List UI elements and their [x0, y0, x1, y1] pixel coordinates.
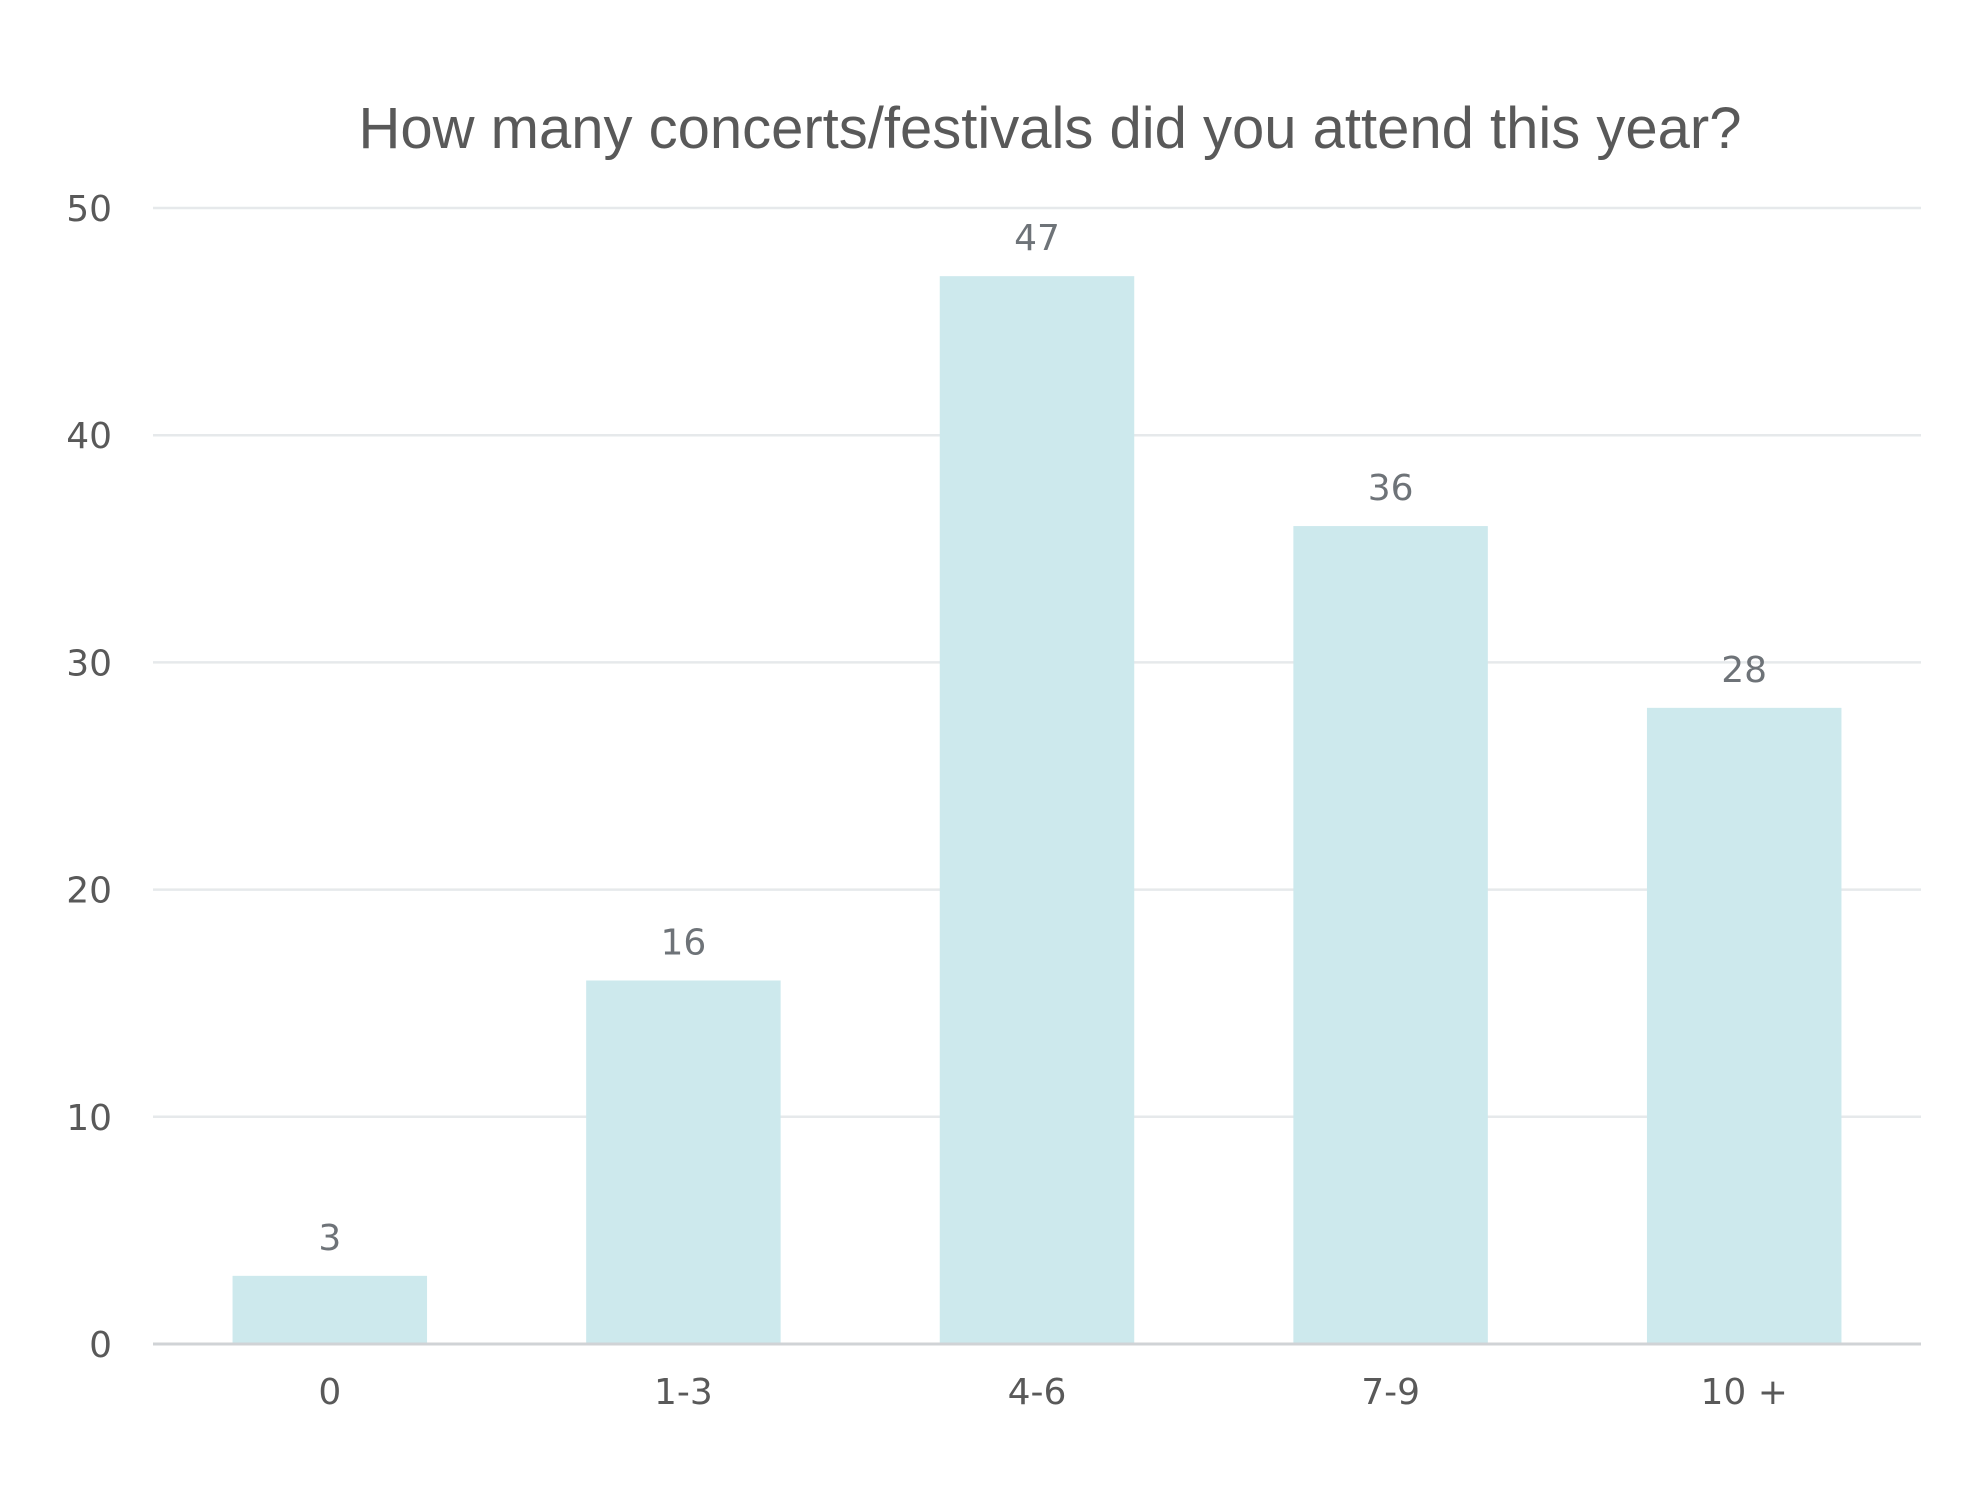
data-label: 3	[318, 1218, 341, 1259]
x-tick-label: 10 +	[1700, 1372, 1787, 1413]
bar-3	[939, 276, 1135, 1344]
data-label: 47	[1014, 218, 1060, 259]
data-label: 36	[1368, 468, 1414, 509]
bar-4	[1293, 526, 1488, 1344]
y-tick-label: 30	[66, 643, 112, 684]
x-tick-label: 0	[318, 1372, 341, 1413]
x-tick-label: 1-3	[654, 1372, 713, 1413]
bar-2	[586, 980, 781, 1344]
y-tick-label: 0	[89, 1325, 112, 1366]
y-tick-label: 10	[66, 1098, 112, 1139]
data-label: 16	[660, 922, 706, 963]
y-tick-label: 50	[66, 189, 112, 230]
bar-5	[1646, 707, 1842, 1344]
bars	[232, 276, 1842, 1344]
data-label: 28	[1721, 650, 1767, 691]
chart-title: How many concerts/festivals did you atte…	[359, 96, 1742, 161]
bar-1	[232, 1275, 428, 1344]
x-tick-label: 7-9	[1361, 1372, 1420, 1413]
y-tick-label: 20	[66, 871, 112, 912]
x-tick-label: 4-6	[1008, 1372, 1067, 1413]
y-tick-label: 40	[66, 416, 112, 457]
